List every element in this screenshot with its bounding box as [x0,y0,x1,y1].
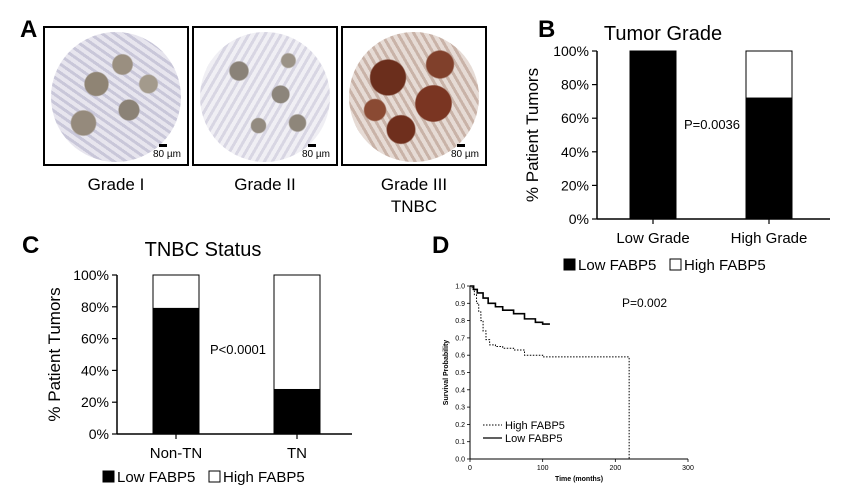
tissue-core-image [200,32,330,162]
y-tick-label: 0% [89,426,109,442]
y-tick-label: 0.9 [455,301,465,308]
y-tick-label: 60% [561,110,589,126]
x-axis-label: Time (months) [555,476,603,483]
scale-bar [159,144,167,147]
y-tick-label: 40% [561,144,589,160]
legend-swatch [102,470,115,483]
grade-label-3: Grade III [380,175,448,194]
y-tick-label: 20% [561,177,589,193]
p-value-annotation: P<0.0001 [210,342,266,357]
x-tick-label: 300 [682,465,694,472]
bar-segment [152,307,200,435]
survival-curve [470,285,630,459]
panel-letter-a: A [20,16,38,43]
tissue-core-image [51,32,181,162]
y-tick-label: 100% [73,267,109,283]
panel-letter-c: C [22,232,40,259]
legend-label: High FABP5 [223,469,305,486]
legend-label: High FABP5 [505,420,565,432]
panel-letter-b: B [538,16,556,43]
y-tick-label: 0.4 [455,387,465,394]
y-tick-label: 0.6 [455,353,465,360]
tissue-core-image [349,32,479,162]
grade-label-2: Grade II [234,175,296,194]
chart-title: TNBC Status [145,239,262,261]
p-value-annotation: P=0.002 [622,296,667,310]
p-value-annotation: P=0.0036 [684,117,740,132]
bar-segment [273,274,321,390]
y-tick-label: 20% [81,394,109,410]
x-tick-label: High Grade [731,230,808,247]
scale-bar [308,144,316,147]
panel-letter-d: D [432,232,450,259]
tma-image-grade-2: 80 µm [192,26,338,166]
y-tick-label: 40% [81,362,109,378]
legend-swatch [669,258,682,271]
chart-title: Tumor Grade [604,23,722,45]
y-tick-label: 0.0 [455,457,465,464]
x-tick-label: 100 [537,465,549,472]
scale-label: 80 µm [451,149,479,160]
x-tick-label: TN [287,445,307,462]
y-tick-label: 80% [561,77,589,93]
tma-image-grade-3: 80 µm [341,26,487,166]
legend-swatch [208,470,221,483]
x-tick-label: 0 [468,465,472,472]
tma-image-grade-1: 80 µm [43,26,189,166]
y-tick-label: 0.1 [455,439,465,446]
survival-curve [470,285,550,325]
y-tick-label: 1.0 [455,284,465,291]
legend-swatch [563,258,576,271]
y-tick-label: 0.5 [455,370,465,377]
y-tick-label: 0.8 [455,318,465,325]
legend-label: Low FABP5 [578,257,656,274]
y-axis-label: % Patient Tumors [523,68,542,202]
x-tick-label: Non-TN [150,445,203,462]
grade-label-1: Grade I [87,175,145,194]
y-axis-label: % Patient Tumors [45,287,64,421]
bar-segment [629,50,677,220]
scale-label: 80 µm [153,149,181,160]
bar-segment [745,50,793,99]
scale-bar [457,144,465,147]
y-tick-label: 80% [81,299,109,315]
x-tick-label: 200 [609,465,621,472]
bar-segment [273,388,321,435]
scale-label: 80 µm [302,149,330,160]
bar-segment [152,274,200,309]
x-tick-label: Low Grade [616,230,689,247]
y-tick-label: 0.2 [455,422,465,429]
y-tick-label: 0% [569,211,589,227]
y-tick-label: 100% [553,43,589,59]
y-tick-label: 0.7 [455,335,465,342]
y-tick-label: 60% [81,331,109,347]
legend-label: Low FABP5 [505,433,562,445]
legend-label: High FABP5 [684,257,766,274]
y-axis-label: Survival Probability [443,340,450,405]
y-tick-label: 0.3 [455,405,465,412]
bar-segment [745,97,793,220]
grade-label-3-sub: TNBC [390,197,438,216]
legend-label: Low FABP5 [117,469,195,486]
